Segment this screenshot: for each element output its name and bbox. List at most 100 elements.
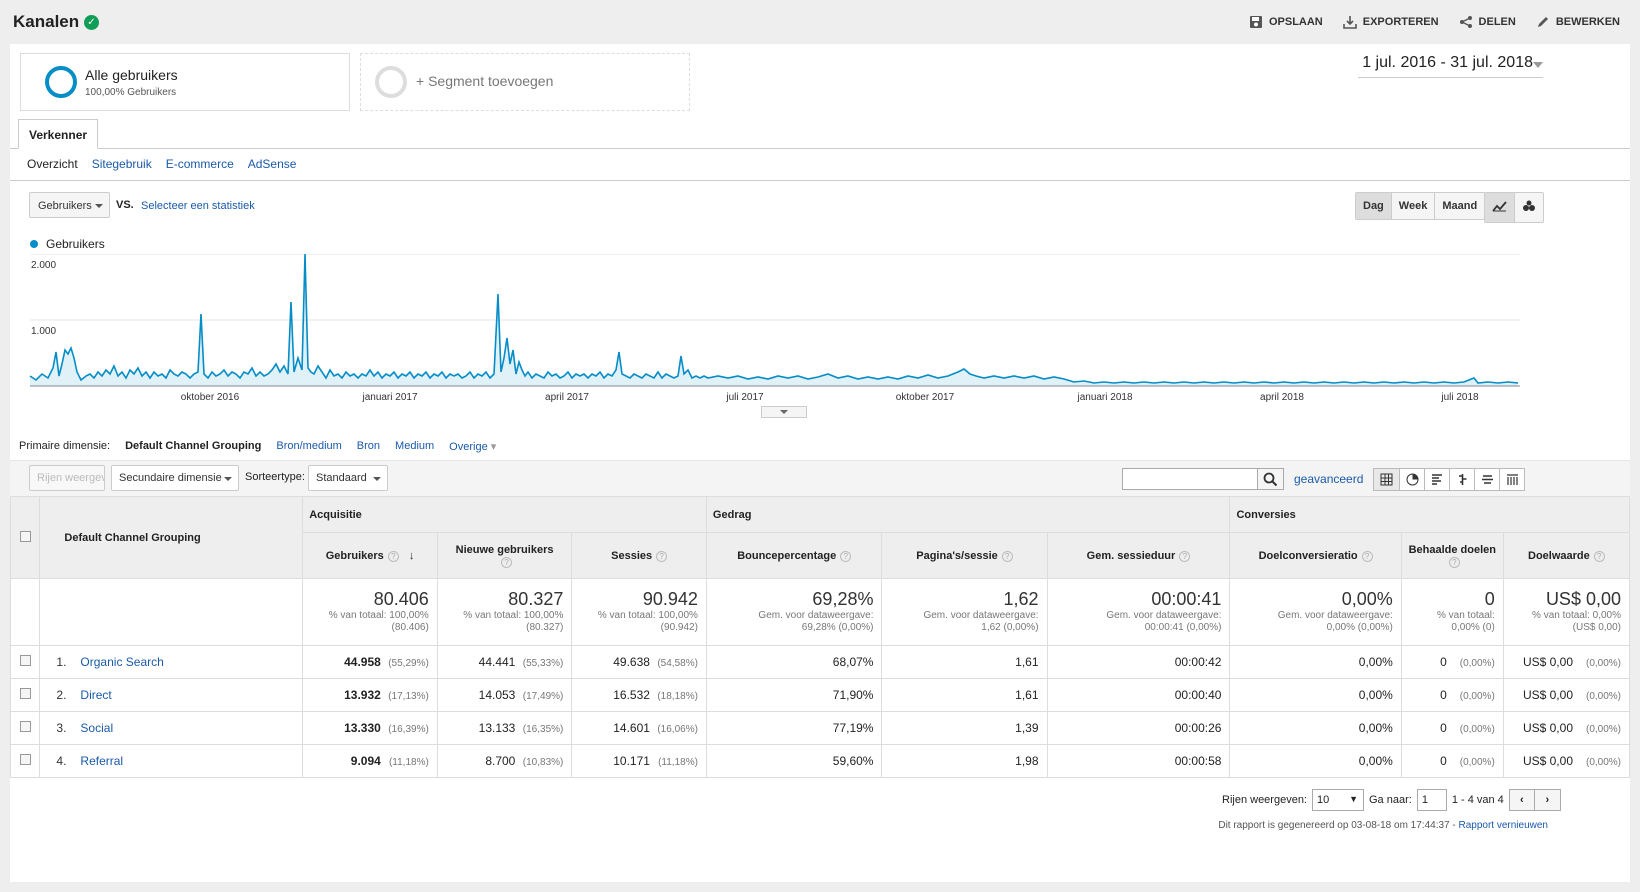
total-sub: % van totaal: 100,00% [463, 610, 564, 621]
secondary-dimension-dropdown[interactable]: Secundaire dimensie [111, 465, 239, 491]
dimension-source[interactable]: Bron [356, 440, 381, 452]
prev-page-button[interactable]: ‹ [1510, 790, 1535, 810]
select-statistic-link[interactable]: Selecteer een statistiek [141, 200, 255, 212]
date-range-caret-icon[interactable] [1533, 62, 1543, 68]
subtab-overview[interactable]: Overzicht [27, 157, 78, 171]
channel-link[interactable]: Organic Search [80, 655, 164, 669]
tab-explorer[interactable]: Verkenner [18, 119, 99, 149]
add-segment-button[interactable]: + Segment toevoegen [360, 53, 690, 111]
refresh-report-link[interactable]: Rapport vernieuwen [1458, 820, 1549, 831]
row-checkbox[interactable] [19, 688, 31, 699]
cell-goals: 0 (0,00%) [1400, 678, 1504, 712]
total-sub: % van totaal: [1436, 610, 1495, 621]
table-search-input[interactable] [1122, 468, 1258, 490]
col-goal-completions[interactable]: Behaalde doelen? [1400, 532, 1504, 579]
sort-type-dropdown[interactable]: Standaard [308, 465, 388, 491]
view-performance-button[interactable] [1424, 469, 1449, 490]
row-checkbox[interactable] [19, 721, 31, 732]
add-segment-label: + Segment toevoegen [416, 73, 554, 89]
metric-dropdown[interactable]: Gebruikers [29, 192, 110, 218]
col-avg-session-duration[interactable]: Gem. sessieduur? [1046, 532, 1231, 579]
rows-per-page-select[interactable]: 10 [1312, 789, 1364, 811]
date-range-picker[interactable]: 1 jul. 2016 - 31 jul. 2018 [1362, 54, 1533, 71]
line-chart-button[interactable] [1485, 193, 1514, 222]
cell-pct: (0,00%) [1585, 691, 1621, 702]
x-tick-jul-2017: juli 2017 [725, 392, 764, 403]
period-day-button[interactable]: Dag [1356, 193, 1391, 219]
col-bounce-rate[interactable]: Bouncepercentage? [705, 532, 883, 579]
dimension-source-medium[interactable]: Bron/medium [276, 440, 342, 452]
advanced-filter-link[interactable]: geavanceerd [1294, 472, 1364, 486]
help-icon[interactable]: ? [1593, 550, 1605, 562]
table-toolbar [10, 460, 1630, 496]
help-icon[interactable]: ? [501, 556, 513, 568]
cell-pct: (0,00%) [1459, 691, 1495, 702]
cell-value: US$ 0,00 [1522, 655, 1573, 669]
goto-page-input[interactable]: 1 [1416, 789, 1447, 811]
share-button[interactable]: DELEN [1459, 15, 1516, 29]
col-new-users-label: Nieuwe gebruikers [455, 543, 554, 556]
save-button[interactable]: OPSLAAN [1249, 15, 1323, 29]
help-icon[interactable]: ? [387, 550, 399, 562]
chart-collapse-toggle[interactable] [761, 406, 807, 418]
verified-check-icon: ✓ [84, 15, 99, 30]
edit-button[interactable]: BEWERKEN [1536, 15, 1620, 29]
subtab-site-usage[interactable]: Sitegebruik [91, 157, 152, 171]
dimension-column-header[interactable]: Default Channel Grouping [39, 496, 304, 579]
search-button[interactable] [1258, 468, 1284, 490]
col-sessions[interactable]: Sessies? [571, 532, 707, 579]
row-checkbox[interactable] [19, 655, 31, 666]
row-checkbox-cell [9, 711, 41, 745]
channel-link[interactable]: Social [80, 721, 114, 735]
view-pie-button[interactable] [1399, 469, 1424, 490]
dimension-default-channel-grouping[interactable]: Default Channel Grouping [125, 440, 262, 452]
channel-link[interactable]: Direct [80, 688, 112, 702]
total-sub: % van totaal: 100,00% [328, 610, 429, 621]
help-icon[interactable]: ? [1361, 550, 1373, 562]
motion-chart-button[interactable] [1514, 193, 1543, 222]
cell-pps: 1,39 [881, 711, 1048, 745]
subtab-ecommerce[interactable]: E-commerce [165, 157, 234, 171]
cell-pct: (0,00%) [1585, 658, 1621, 669]
select-all-checkbox[interactable] [19, 530, 31, 542]
help-icon[interactable]: ? [1001, 550, 1013, 562]
channel-link[interactable]: Referral [80, 754, 124, 768]
x-tick-jan-2017: januari 2017 [361, 392, 417, 403]
col-users[interactable]: Gebruikers? ↓ [302, 532, 438, 579]
cell-value: 49.638 [613, 655, 650, 669]
help-icon[interactable]: ? [656, 550, 668, 562]
bubble-chart-icon [1523, 200, 1535, 211]
help-icon[interactable]: ? [1448, 556, 1460, 568]
legend-label: Gebruikers [46, 237, 105, 251]
view-pivot-button[interactable] [1499, 469, 1524, 490]
period-week-button[interactable]: Week [1390, 193, 1435, 219]
view-table-button[interactable] [1374, 469, 1399, 490]
total-value: 80.406 [373, 589, 429, 609]
period-month-button[interactable]: Maand [1434, 193, 1484, 219]
subtab-adsense[interactable]: AdSense [247, 157, 297, 171]
col-goal-conversion-rate[interactable]: Doelconversieratio? [1229, 532, 1402, 579]
show-rows-button[interactable]: Rijen weergeven [29, 465, 105, 491]
cell-value: 13.133 [478, 721, 516, 735]
help-icon[interactable]: ? [840, 550, 852, 562]
col-goal-completions-label: Behaalde doelen [1408, 543, 1496, 556]
col-pages-per-session[interactable]: Pagina's/sessie? [881, 532, 1048, 579]
dimension-other[interactable]: Overige [449, 440, 496, 453]
col-users-label: Gebruikers [325, 549, 384, 562]
share-icon [1459, 16, 1472, 28]
segment-all-users[interactable]: Alle gebruikers 100,00% Gebruikers [20, 53, 350, 111]
help-icon[interactable]: ? [1179, 550, 1191, 562]
view-term-cloud-button[interactable] [1474, 469, 1499, 490]
col-goal-value[interactable]: Doelwaarde? [1502, 532, 1631, 579]
next-page-button[interactable]: › [1545, 794, 1550, 806]
cell-pct: (55,29%) [388, 658, 429, 669]
row-checkbox[interactable] [19, 754, 31, 765]
dimension-medium[interactable]: Medium [395, 440, 435, 452]
date-range-underline [1358, 77, 1543, 78]
cell-conversion: 0,00% [1229, 744, 1402, 778]
export-button[interactable]: EXPORTEREN [1342, 15, 1439, 29]
view-comparison-button[interactable] [1449, 469, 1474, 490]
col-new-users[interactable]: Nieuwe gebruikers? [436, 532, 573, 579]
cell-value: 0 [1440, 754, 1447, 768]
rows-per-page-label: Rijen weergeven: [1222, 794, 1307, 806]
